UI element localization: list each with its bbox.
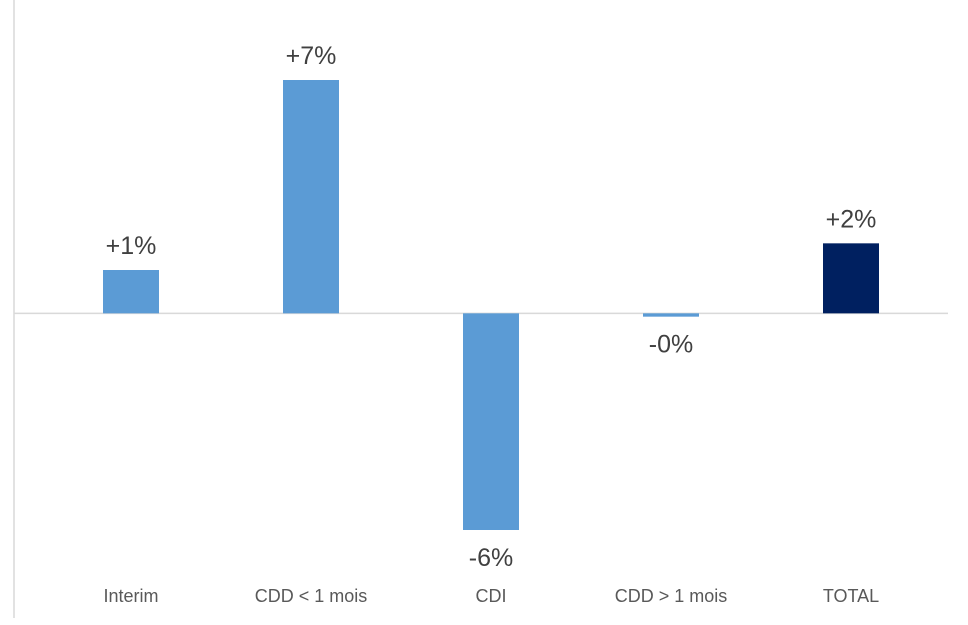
x-tick-label-1: CDD < 1 mois [255,586,368,606]
x-tick-label-4: TOTAL [823,586,879,606]
bar-1 [283,80,339,314]
bar-3 [643,313,699,317]
data-label-0: +1% [106,232,157,260]
bar-2 [463,313,519,530]
data-label-2: -6% [469,544,513,572]
bar-0 [103,270,159,314]
bars-group [103,80,879,530]
x-tick-label-3: CDD > 1 mois [615,586,728,606]
data-labels-group: +1% +7% -6% -0% +2% [106,42,877,572]
x-tick-label-2: CDI [476,586,507,606]
data-label-1: +7% [286,42,337,70]
data-label-4: +2% [826,205,877,233]
x-tick-label-0: Interim [103,586,158,606]
data-label-3: -0% [649,331,693,359]
x-axis-tick-labels: Interim CDD < 1 mois CDI CDD > 1 mois TOTAL [103,586,879,606]
bar-4 [823,243,879,314]
